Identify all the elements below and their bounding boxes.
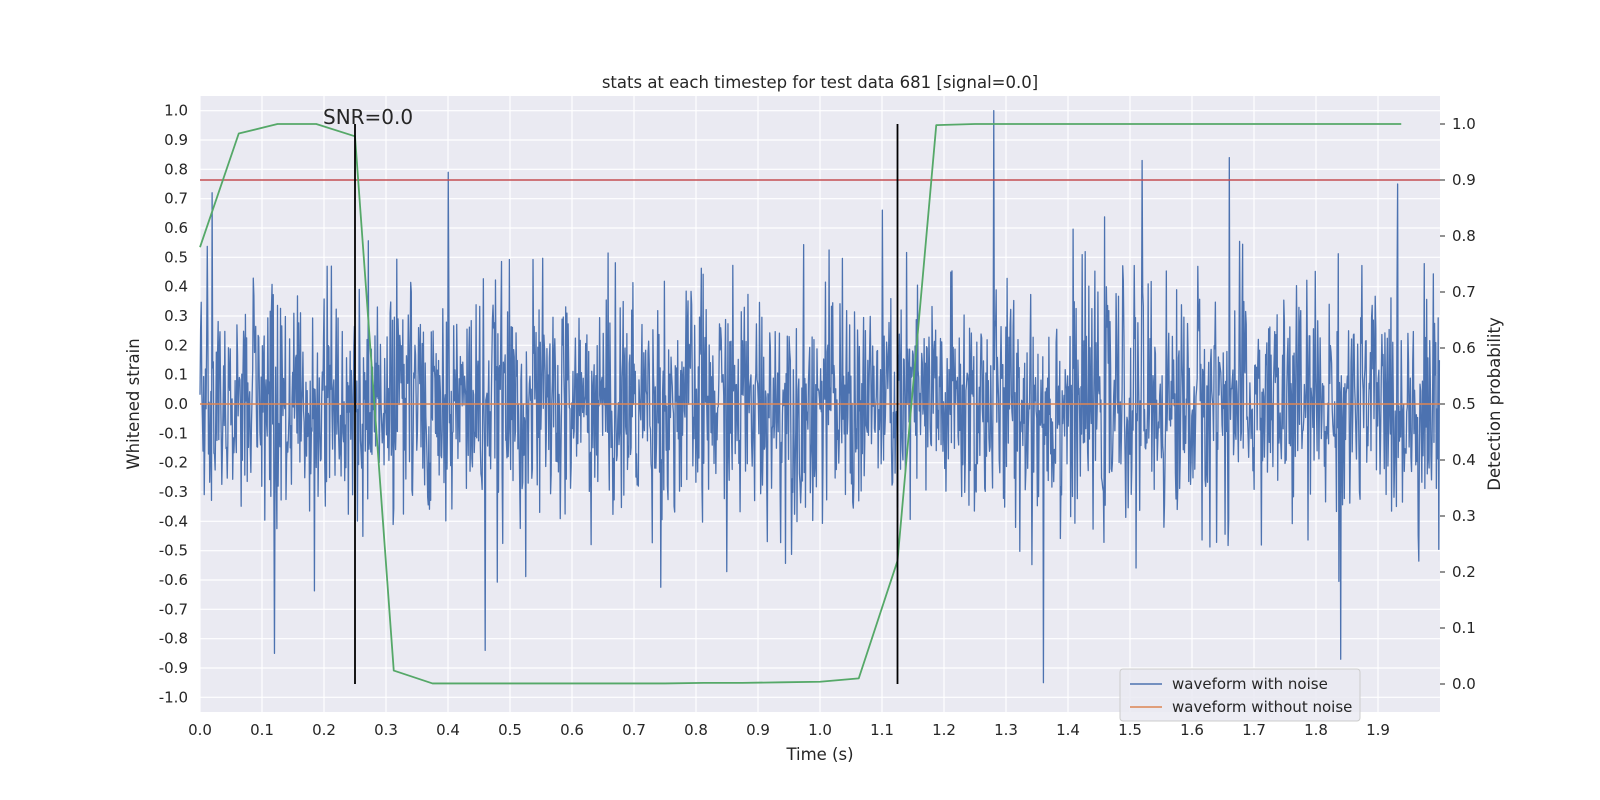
legend-label-clean: waveform without noise xyxy=(1172,698,1352,716)
y2-tick-labels: 1.0 0.9 0.8 0.7 0.6 0.5 0.4 0.3 0.2 0.1 0.0 xyxy=(1440,115,1476,693)
snr-annotation: SNR=0.0 xyxy=(323,105,413,129)
y-tick-label: 0.4 xyxy=(164,278,188,296)
y-tick-labels: 1.0 0.9 0.8 0.7 0.6 0.5 0.4 0.3 0.2 0.1 0.0 -0.1 -0.… xyxy=(159,102,188,707)
x-tick-label: 0.4 xyxy=(436,721,460,739)
y-tick-label: 0.0 xyxy=(164,395,188,413)
x-tick-label: 0.3 xyxy=(374,721,398,739)
y-tick-label: -1.0 xyxy=(159,688,188,706)
y-tick-label: -0.1 xyxy=(159,424,188,442)
y2-axis-label: Detection probability xyxy=(1485,317,1504,491)
y-tick-label: 1.0 xyxy=(164,102,188,120)
y2-tick-label: 0.6 xyxy=(1452,339,1476,357)
x-tick-label: 1.7 xyxy=(1242,721,1266,739)
x-tick-label: 0.2 xyxy=(312,721,336,739)
x-tick-label: 1.8 xyxy=(1304,721,1328,739)
y-axis-label: Whitened strain xyxy=(124,338,143,469)
x-tick-label: 1.5 xyxy=(1118,721,1142,739)
x-tick-label: 0.1 xyxy=(250,721,274,739)
y-tick-label: 0.5 xyxy=(164,248,188,266)
x-tick-label: 0.9 xyxy=(746,721,770,739)
x-tick-label: 1.1 xyxy=(870,721,894,739)
y-tick-label: -0.7 xyxy=(159,600,188,618)
y2-tick-label: 0.4 xyxy=(1452,451,1476,469)
x-tick-label: 1.3 xyxy=(994,721,1018,739)
y-tick-label: -0.5 xyxy=(159,542,188,560)
x-tick-label: 0.8 xyxy=(684,721,708,739)
legend: waveform with noise waveform without noi… xyxy=(1119,668,1361,722)
y-tick-label: 0.8 xyxy=(164,160,188,178)
y2-tick-label: 0.8 xyxy=(1452,227,1476,245)
x-tick-label: 0.7 xyxy=(622,721,646,739)
x-tick-labels: 0.0 0.1 0.2 0.3 0.4 0.5 0.6 0.7 0.8 0.9 1.0 1.1 1.2 1… xyxy=(188,721,1390,739)
x-tick-label: 1.4 xyxy=(1056,721,1080,739)
x-tick-label: 1.2 xyxy=(932,721,956,739)
y-tick-label: 0.2 xyxy=(164,336,188,354)
y-tick-label: -0.9 xyxy=(159,659,188,677)
y2-tick-label: 1.0 xyxy=(1452,115,1476,133)
legend-label-noise: waveform with noise xyxy=(1172,675,1328,693)
x-tick-label: 0.6 xyxy=(560,721,584,739)
y-tick-label: -0.2 xyxy=(159,454,188,472)
y2-tick-label: 0.1 xyxy=(1452,619,1476,637)
y-tick-label: -0.4 xyxy=(159,512,188,530)
y2-tick-label: 0.2 xyxy=(1452,563,1476,581)
y-tick-label: -0.6 xyxy=(159,571,188,589)
chart-title: stats at each timestep for test data 681… xyxy=(602,73,1038,92)
y-tick-label: 0.9 xyxy=(164,131,188,149)
x-tick-label: 0.0 xyxy=(188,721,212,739)
x-tick-label: 1.0 xyxy=(808,721,832,739)
y-tick-label: 0.6 xyxy=(164,219,188,237)
y-tick-label: 0.1 xyxy=(164,366,188,384)
series-detection-probability xyxy=(199,123,1402,685)
y2-tick-label: 0.3 xyxy=(1452,507,1476,525)
y2-tick-label: 0.7 xyxy=(1452,283,1476,301)
x-tick-label: 1.6 xyxy=(1180,721,1204,739)
x-axis-label: Time (s) xyxy=(785,745,853,764)
y-tick-label: -0.8 xyxy=(159,630,188,648)
y2-tick-label: 0.0 xyxy=(1452,675,1476,693)
y-tick-label: 0.7 xyxy=(164,190,188,208)
x-tick-label: 1.9 xyxy=(1366,721,1390,739)
y-tick-label: 0.3 xyxy=(164,307,188,325)
y-tick-label: -0.3 xyxy=(159,483,188,501)
legend-box xyxy=(1119,668,1361,722)
y2-tick-label: 0.9 xyxy=(1452,171,1476,189)
series-layer xyxy=(199,110,1441,685)
x-tick-label: 0.5 xyxy=(498,721,522,739)
y2-tick-label: 0.5 xyxy=(1452,395,1476,413)
